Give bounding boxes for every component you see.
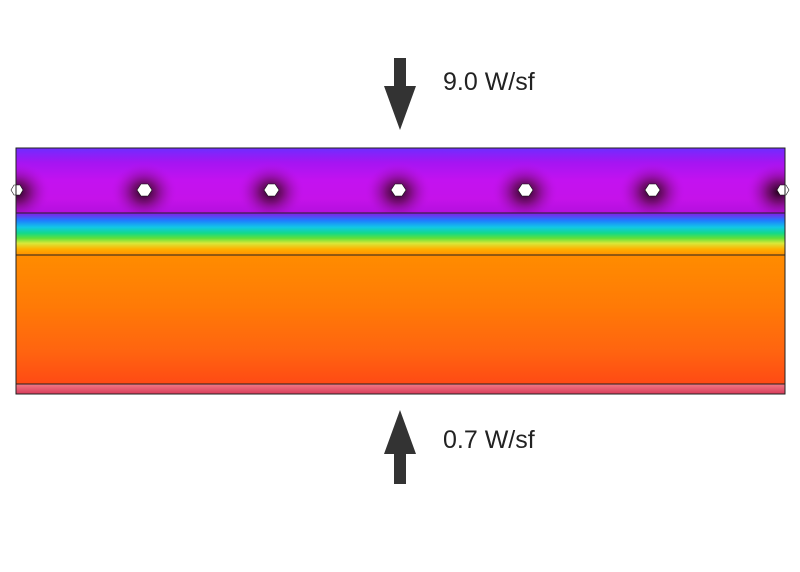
bottom-heat-flux-label: 0.7 W/sf (443, 426, 535, 454)
tube (644, 183, 661, 197)
down-arrow-icon (384, 58, 416, 130)
tube (263, 183, 280, 197)
tube (136, 183, 153, 197)
blue-band-dips (35, 148, 760, 172)
tube (776, 184, 790, 196)
bottom-strip (16, 384, 785, 394)
layer-outlines (15, 147, 786, 395)
top-heat-flux-label: 9.0 W/sf (443, 68, 535, 96)
transition-layer (16, 213, 785, 255)
up-arrow-shape (384, 410, 416, 484)
up-arrow-icon (384, 410, 416, 484)
tube (517, 183, 534, 197)
tubes (10, 183, 790, 197)
down-arrow-shape (384, 58, 416, 130)
base-layer (16, 255, 785, 384)
tube (390, 183, 407, 197)
tube (10, 184, 24, 196)
